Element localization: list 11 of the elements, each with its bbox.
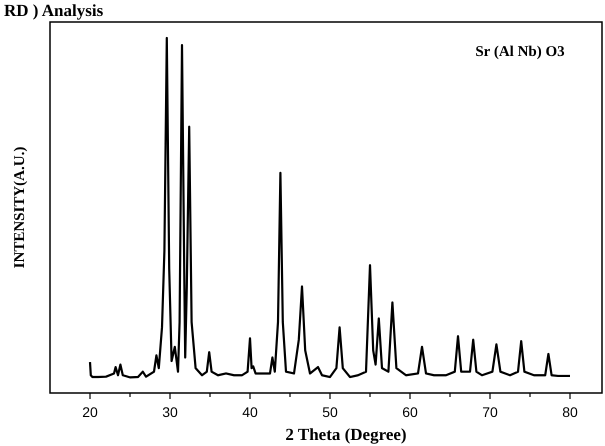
annotation: Sr (Al Nb) O3 [475,44,565,60]
y-axis-title: INTENSITY(A.U.) [12,146,28,268]
chart-title: RD ) Analysis [4,1,104,20]
x-tick-label: 20 [82,404,98,420]
x-tick-label: 80 [562,404,578,420]
x-tick-label: 30 [162,404,178,420]
x-tick-label: 60 [402,404,418,420]
x-axis-title: 2 Theta (Degree) [285,425,407,444]
x-tick-label: 50 [322,404,338,420]
x-tick-label: 40 [242,404,258,420]
x-tick-label: 70 [482,404,498,420]
